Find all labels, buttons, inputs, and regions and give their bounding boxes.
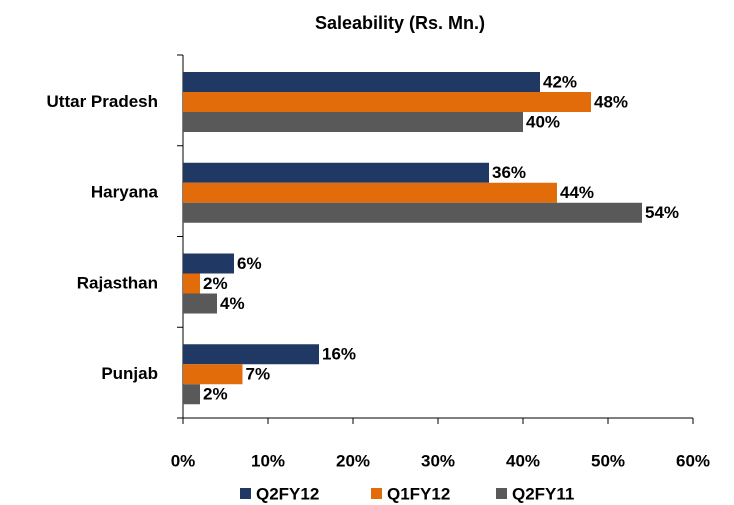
bar <box>183 92 591 112</box>
bar <box>183 364 243 385</box>
legend-label: Q2FY12 <box>256 484 319 503</box>
bar <box>183 273 200 294</box>
bar <box>183 72 540 92</box>
value-label: 6% <box>237 254 262 273</box>
value-label: 2% <box>203 385 228 404</box>
chart-title: Saleability (Rs. Mn.) <box>315 13 485 33</box>
category-label: Uttar Pradesh <box>47 92 158 111</box>
bar <box>183 384 200 405</box>
bar <box>183 202 642 223</box>
value-label: 2% <box>203 274 228 293</box>
bar <box>183 112 523 132</box>
value-label: 48% <box>594 92 628 111</box>
bar <box>183 344 319 365</box>
x-tick-label: 20% <box>336 451 370 470</box>
x-tick-label: 30% <box>421 451 455 470</box>
x-tick-label: 50% <box>591 451 625 470</box>
category-label: Rajasthan <box>77 273 158 292</box>
legend-swatch <box>371 488 382 499</box>
x-tick-label: 0% <box>171 451 196 470</box>
legend-swatch <box>240 488 251 499</box>
x-tick-label: 60% <box>676 451 710 470</box>
bar <box>183 162 489 183</box>
x-tick-label: 10% <box>251 451 285 470</box>
value-label: 36% <box>492 163 526 182</box>
value-label: 7% <box>246 365 271 384</box>
value-label: 16% <box>322 345 356 364</box>
legend-swatch <box>496 488 507 499</box>
value-label: 44% <box>560 183 594 202</box>
bar <box>183 253 234 274</box>
value-label: 4% <box>220 294 245 313</box>
value-label: 54% <box>645 203 679 222</box>
bar <box>183 182 557 203</box>
x-tick-label: 40% <box>506 451 540 470</box>
value-label: 42% <box>543 72 577 91</box>
legend-label: Q2FY11 <box>512 484 574 503</box>
legend-label: Q1FY12 <box>387 484 450 503</box>
bar <box>183 293 217 314</box>
value-label: 40% <box>526 112 560 131</box>
category-label: Punjab <box>101 364 158 383</box>
category-label: Haryana <box>91 183 159 202</box>
